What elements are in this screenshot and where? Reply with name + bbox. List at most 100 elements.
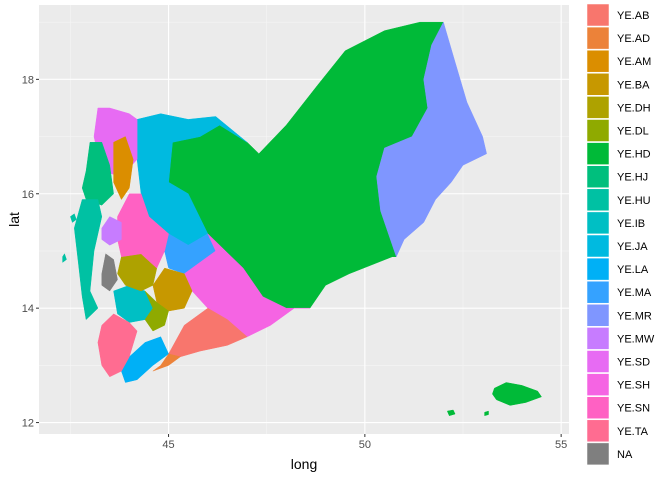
legend-item: YE.LA xyxy=(586,257,649,281)
legend-item: YE.AB xyxy=(586,3,649,27)
x-tick-label: 45 xyxy=(162,439,174,451)
legend-swatch xyxy=(586,165,610,188)
legend-label: YE.HU xyxy=(617,195,651,207)
legend-swatch xyxy=(586,257,610,281)
legend-label: YE.SD xyxy=(617,357,650,369)
legend-item: YE.JA xyxy=(586,234,648,258)
legend-swatch xyxy=(586,188,610,212)
legend-label: YE.AD xyxy=(617,33,650,45)
region-polygon xyxy=(101,216,122,246)
region-polygon xyxy=(70,213,77,223)
region-polygon xyxy=(101,253,118,292)
x-tick-label: 50 xyxy=(359,439,371,451)
legend-label: YE.SN xyxy=(617,403,650,415)
legend-swatch xyxy=(586,26,610,50)
legend-label: YE.MW xyxy=(617,333,655,345)
y-tick-label: 18 xyxy=(22,74,34,86)
legend-label: YE.TA xyxy=(617,426,649,438)
legend-label: YE.HJ xyxy=(617,172,648,184)
legend-item: YE.SD xyxy=(586,350,650,373)
legend-label: YE.DL xyxy=(617,126,649,138)
region-ye-am xyxy=(113,136,134,201)
legend-swatch xyxy=(586,419,610,443)
legend-item: YE.MA xyxy=(586,280,652,304)
region-ye-hu xyxy=(62,199,103,321)
region-polygon xyxy=(113,136,134,201)
legend-swatch xyxy=(586,211,610,235)
legend-swatch xyxy=(586,442,610,466)
legend-label: YE.AM xyxy=(617,56,651,68)
legend-item: YE.SN xyxy=(586,396,650,419)
y-tick-label: 16 xyxy=(22,189,34,201)
region-polygon xyxy=(492,382,542,406)
region-ye-hj xyxy=(81,142,114,206)
legend-item: YE.HJ xyxy=(586,165,648,188)
legend-swatch xyxy=(586,49,610,73)
legend-swatch xyxy=(586,280,610,304)
y-tick-label: 14 xyxy=(22,303,34,315)
legend-item: YE.IB xyxy=(586,211,645,235)
legend-item: YE.AD xyxy=(586,26,650,50)
legend-item: YE.DH xyxy=(586,96,651,119)
region-polygon xyxy=(144,290,169,332)
legend-label: YE.BA xyxy=(617,79,650,91)
legend-label: YE.IB xyxy=(617,218,645,230)
region-ye-ab xyxy=(168,307,248,358)
region-polygon xyxy=(62,253,67,263)
legend-label: YE.AB xyxy=(617,10,649,22)
legend-label: YE.HD xyxy=(617,149,651,161)
y-tick-label: 12 xyxy=(22,418,34,430)
legend-swatch xyxy=(586,119,610,142)
legend-swatch xyxy=(586,96,610,119)
legend: YE.AB YE.AD YE.AM YE.BA YE.DH YE.DL YE.HD YE.HJ… xyxy=(586,3,655,466)
region-polygon xyxy=(152,353,181,372)
legend-item: YE.AM xyxy=(586,49,651,73)
region-polygon xyxy=(81,142,114,206)
region-polygon xyxy=(446,409,456,417)
region-ye-ta xyxy=(97,313,138,378)
legend-label: NA xyxy=(617,449,633,461)
legend-swatch xyxy=(586,73,610,96)
legend-swatch xyxy=(586,396,610,419)
legend-label: YE.JA xyxy=(617,241,648,253)
region-ye-dl xyxy=(144,290,169,332)
regions-layer xyxy=(62,21,542,417)
legend-label: YE.MA xyxy=(617,287,652,299)
region-ye-mr xyxy=(376,21,487,258)
legend-item: YE.HD xyxy=(586,142,651,165)
region-ye-ad xyxy=(152,353,181,372)
region-ye-mw xyxy=(101,216,122,246)
legend-item: YE.BA xyxy=(586,73,650,96)
legend-label: YE.LA xyxy=(617,264,649,276)
region-polygon xyxy=(74,199,103,321)
legend-item: YE.HU xyxy=(586,188,651,212)
region-polygon xyxy=(152,267,193,312)
region-polygon xyxy=(376,21,487,258)
legend-swatch xyxy=(586,142,610,165)
legend-label: YE.DH xyxy=(617,102,651,114)
legend-swatch xyxy=(586,327,610,350)
x-tick-label: 55 xyxy=(555,439,567,451)
legend-swatch xyxy=(586,3,610,27)
legend-item: YE.MW xyxy=(586,327,655,350)
y-axis-title: lat xyxy=(6,212,22,227)
legend-swatch xyxy=(586,373,610,396)
region-na xyxy=(101,253,118,292)
legend-item: YE.SH xyxy=(586,373,650,396)
legend-swatch xyxy=(586,350,610,373)
axis-ticks xyxy=(36,78,562,437)
region-polygon xyxy=(97,313,138,378)
region-polygon xyxy=(484,410,489,417)
legend-label: YE.SH xyxy=(617,380,650,392)
tick-labels: 45 50 55 12 14 16 18 xyxy=(22,74,568,451)
legend-item: NA xyxy=(586,442,633,466)
legend-item: YE.MR xyxy=(586,304,652,327)
legend-swatch xyxy=(586,234,610,258)
region-ye-hd xyxy=(168,21,542,417)
legend-swatch xyxy=(586,304,610,327)
x-axis-title: long xyxy=(291,456,317,472)
legend-label: YE.MR xyxy=(617,310,652,322)
region-ye-ba xyxy=(152,267,193,312)
region-polygon xyxy=(168,307,248,358)
